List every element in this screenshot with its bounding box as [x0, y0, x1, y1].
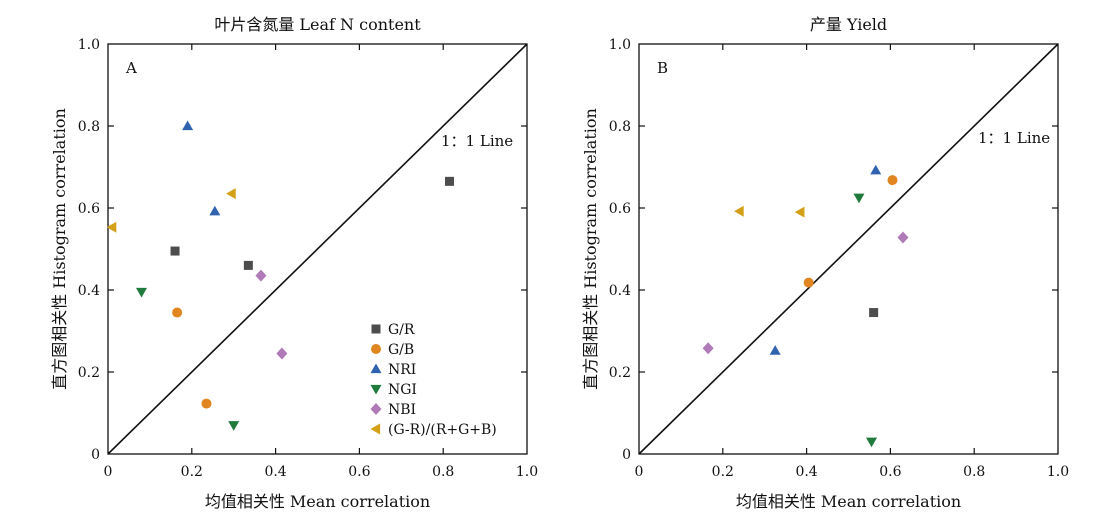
legend-label: (G-R)/(R+G+B) [388, 422, 497, 438]
x-tick-label: 0.4 [264, 464, 286, 480]
x-tick-label: 1.0 [516, 464, 538, 480]
legend-label: G/B [388, 342, 414, 358]
y-axis-title: 直方图相关性 Histogram correlation [50, 108, 69, 390]
x-tick-label: 0.6 [348, 464, 370, 480]
legend-label: NGI [388, 382, 417, 398]
panel-letter: B [657, 59, 668, 77]
point-g-b [803, 277, 814, 288]
legend-item-g-r: G/R [371, 322, 415, 338]
y-tick-label: 0.4 [78, 283, 100, 299]
y-tick-label: 0.2 [609, 365, 631, 381]
plot-frame [107, 43, 528, 455]
x-tick-label: 0.8 [963, 464, 985, 480]
x-tick-label: 0.6 [879, 464, 901, 480]
reference-line-label: 1：1 Line [441, 132, 513, 150]
y-tick-label: 0.8 [609, 119, 631, 135]
point-nbi [702, 342, 714, 355]
y-tick-label: 0 [91, 447, 100, 463]
point-g-b [201, 398, 212, 409]
point-nri [182, 120, 194, 131]
point-g-b [887, 175, 898, 186]
legend-marker-g-r-r-g-b [370, 423, 381, 435]
point-g-r [869, 308, 879, 318]
x-tick-label: 0 [635, 464, 644, 480]
x-tick-label: 0.4 [795, 464, 817, 480]
point-ngi [136, 287, 148, 298]
y-tick-label: 0.4 [609, 283, 631, 299]
chart-title: 产量 Yield [810, 15, 887, 34]
point-g-r-r-g-b [734, 205, 744, 217]
x-axis-title: 均值相关性 Mean correlation [205, 492, 430, 511]
point-nbi [897, 231, 909, 244]
point-nri [769, 345, 781, 355]
legend-item-ngi: NGI [370, 382, 417, 398]
one-to-one-line [638, 43, 1059, 455]
point-ngi [853, 193, 865, 204]
y-tick-label: 0.6 [609, 201, 631, 217]
plot-frame [638, 43, 1059, 455]
y-tick-label: 0 [622, 447, 631, 463]
y-tick-label: 0.8 [78, 119, 100, 135]
chart-panel-b: 1：1 Line 0 0.2 0.4 0.6 0.8 1.0 0 0.2 0.4 0.6 0.8 1.0… [581, 15, 1069, 511]
legend-item-g-b: G/B [371, 342, 414, 358]
point-ngi [228, 421, 240, 431]
x-axis-title: 均值相关性 Mean correlation [736, 492, 961, 511]
one-to-one-line [107, 43, 528, 455]
point-g-r-r-g-b [226, 188, 236, 200]
y-tick-label: 1.0 [78, 37, 100, 53]
point-g-r-r-g-b [106, 221, 117, 233]
point-g-r [444, 176, 454, 186]
x-tick-label: 0 [104, 464, 113, 480]
chart-panel-a: 1：1 Line 0 0.2 0.4 0.6 0.8 1.0 0 0.2 0.4 0.6 0.8 1.0… [50, 15, 538, 511]
legend-label: G/R [388, 322, 415, 338]
point-nri [870, 164, 882, 175]
y-tick-label: 0.2 [78, 365, 100, 381]
point-g-b [172, 307, 183, 318]
panel-letter: A [125, 59, 137, 77]
point-nbi [276, 347, 288, 360]
point-nbi [255, 269, 267, 282]
reference-line-label: 1：1 Line [978, 129, 1050, 147]
y-axis-title: 直方图相关性 Histogram correlation [581, 108, 600, 390]
legend-marker-nbi [370, 403, 382, 415]
legend-label: NBI [388, 402, 416, 418]
point-nri [209, 205, 221, 216]
legend-item-nri: NRI [370, 362, 416, 378]
legend-label: NRI [388, 362, 416, 378]
legend-item-nbi: NBI [370, 402, 416, 418]
x-tick-label: 0.2 [712, 464, 734, 480]
y-tick-label: 1.0 [609, 37, 631, 53]
x-tick-label: 1.0 [1047, 464, 1069, 480]
point-ngi [866, 437, 878, 448]
legend-marker-nri [370, 363, 382, 374]
legend-marker-g-b [371, 344, 381, 354]
legend: G/R G/B NRI NGI NBI (G-R)/(R+G+B) [370, 322, 497, 438]
legend-item-g-r-r-g-b: (G-R)/(R+G+B) [370, 422, 497, 438]
point-g-r-r-g-b [794, 206, 805, 218]
legend-marker-g-r [371, 324, 381, 334]
point-g-r [243, 260, 253, 270]
legend-marker-ngi [370, 384, 382, 395]
x-tick-label: 0.8 [432, 464, 454, 480]
x-tick-label: 0.2 [181, 464, 203, 480]
chart-title: 叶片含氮量 Leaf N content [214, 15, 421, 34]
point-g-r [170, 246, 180, 256]
y-tick-label: 0.6 [78, 201, 100, 217]
